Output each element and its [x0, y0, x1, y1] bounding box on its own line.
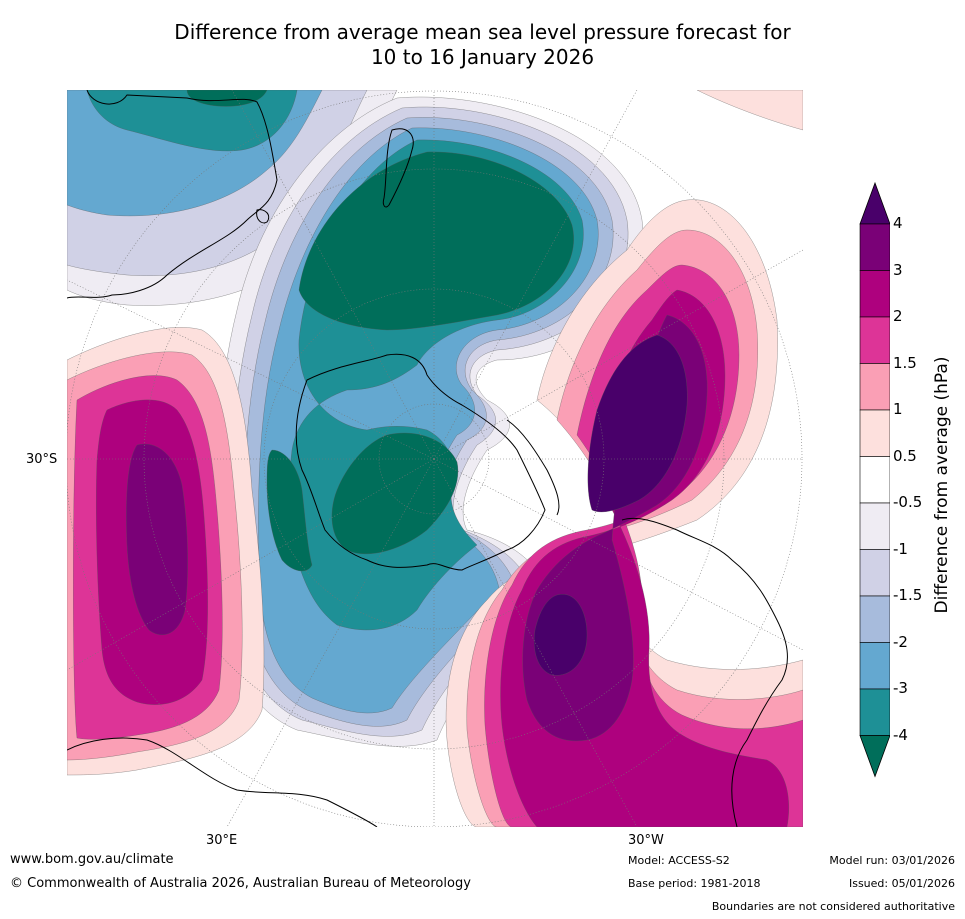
contour-pos4 [587, 334, 688, 513]
colorbar-segment [859, 316, 890, 364]
footer-model-run: Model run: 03/01/2026 [829, 854, 955, 867]
coast-tasmania [256, 209, 270, 224]
colorbar-label: Difference from average (hPa) [932, 356, 952, 614]
graticule-meridian-wnw [67, 279, 435, 460]
colorbar-segment [859, 456, 890, 504]
contour-pos3 [126, 443, 188, 635]
anomaly-high-indian-ocean [67, 327, 265, 776]
coast-antarctica [295, 353, 546, 571]
contour-pos1-ne [696, 90, 803, 131]
graticule-meridian-ese [433, 458, 803, 651]
colorbar-tick-label: 1.5 [893, 353, 917, 372]
colorbar-segment [859, 688, 890, 736]
graticule-circle-30s [67, 90, 803, 827]
coast-south-america [621, 517, 788, 827]
contour-neg3 [86, 90, 298, 152]
contour-neg4-west [266, 449, 313, 572]
footer-issued: Issued: 05/01/2026 [848, 877, 955, 890]
colorbar-arrow-top [859, 181, 890, 225]
anomaly-high-atlantic [445, 90, 803, 827]
colorbar-tick-label: -2 [893, 632, 908, 651]
graticule-meridian-nne [433, 90, 638, 460]
footer-model: Model: ACCESS-S2 [628, 854, 730, 867]
contour-neg4 [298, 151, 574, 331]
colorbar-tick-label: -3 [893, 679, 908, 697]
title-line-1: Difference from average mean sea level p… [174, 20, 791, 44]
footer-disclaimer: Boundaries are not considered authoritat… [711, 900, 955, 913]
colorbar-tick-label: -1.5 [893, 586, 923, 604]
title-line-2: 10 to 16 January 2026 [370, 45, 595, 69]
contour-pos4-south [534, 594, 588, 676]
colorbar-segment [859, 363, 890, 411]
colorbar-tick-label: -0.5 [893, 493, 923, 511]
footer-website[interactable]: www.bom.gov.au/climate [10, 852, 174, 867]
graticule-meridian-sse [433, 458, 638, 827]
colorbar-tick-label: 0.5 [893, 446, 917, 465]
colorbar-tick-label: 3 [893, 260, 903, 279]
footer-base-period: Base period: 1981-2018 [628, 877, 761, 890]
lon-label-30e: 30°E [206, 833, 238, 848]
chart-title: Difference from average mean sea level p… [0, 20, 965, 70]
colorbar-segment [859, 270, 890, 318]
colorbar-segment [859, 409, 890, 457]
coast-australia [67, 90, 278, 299]
anomaly-low-australia [67, 90, 398, 306]
footer-copyright: © Commonwealth of Australia 2026, Austra… [10, 876, 471, 891]
coast-peninsula [506, 419, 560, 516]
graticule-meridian-nnw [231, 90, 435, 460]
colorbar-segment [859, 549, 890, 597]
contour-neg4-pole [331, 432, 459, 555]
coast-africa [67, 737, 378, 827]
colorbar-tick-label: 4 [893, 214, 903, 232]
coast-new-zealand [382, 128, 414, 208]
coastlines [67, 90, 788, 827]
lat-label-30s: 30°S [26, 452, 58, 467]
graticule [67, 90, 803, 827]
colorbar-segment [859, 595, 890, 643]
lon-label-30w: 30°W [628, 833, 664, 848]
colorbar-segment [859, 502, 890, 550]
graticule-circle-45s [143, 168, 725, 750]
contour-neg4 [186, 90, 268, 107]
graticule-circle-60s [263, 288, 605, 630]
colorbar-tick-label: -4 [893, 725, 908, 744]
colorbar-arrow-bottom [859, 735, 890, 778]
colorbar-segment [859, 642, 890, 690]
pressure-anomaly-map [67, 90, 803, 827]
colorbar-tick-label: 2 [893, 307, 903, 325]
colorbar-tick-label: 1 [893, 400, 903, 418]
graticule-meridian-ssw [226, 458, 435, 827]
colorbar [859, 181, 890, 778]
colorbar-segment [859, 223, 890, 271]
colorbar-tick-label: -1 [893, 539, 908, 558]
